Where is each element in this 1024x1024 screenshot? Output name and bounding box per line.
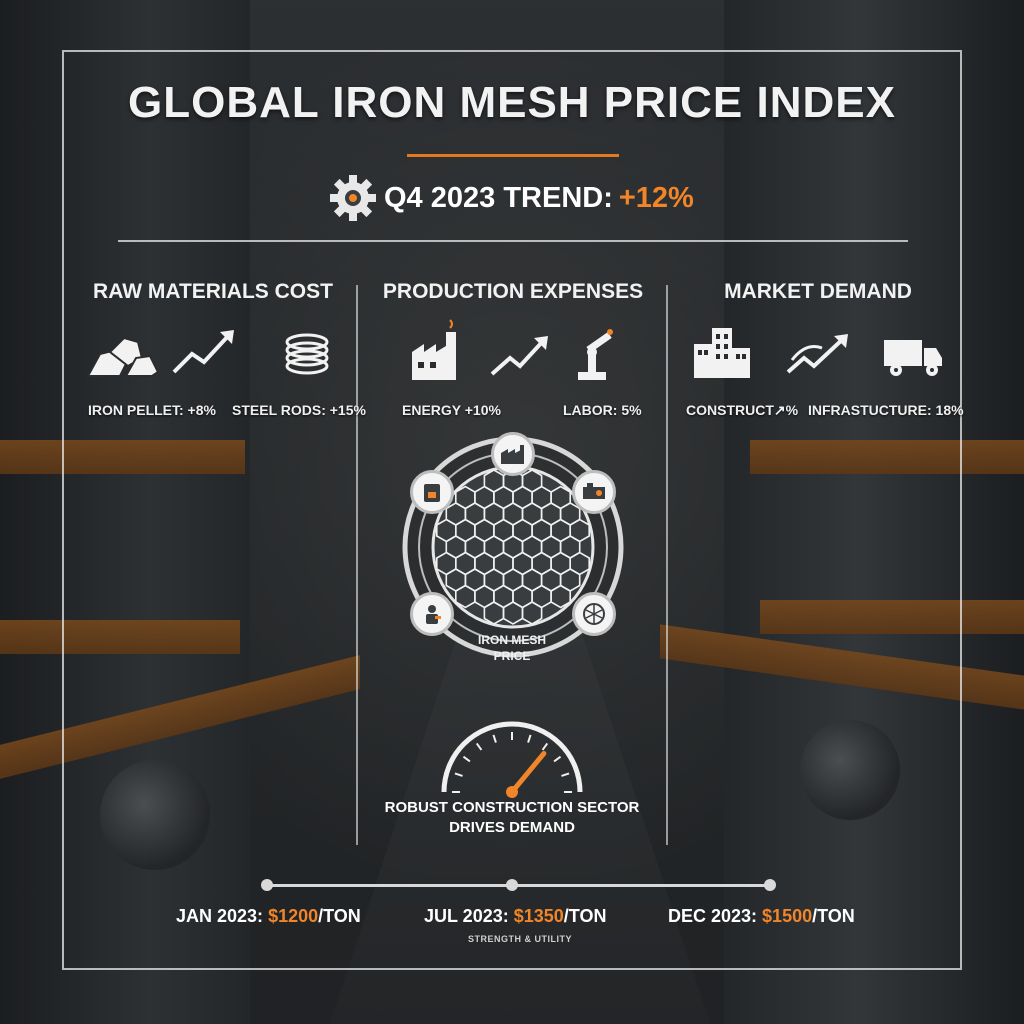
gauge-tick — [527, 734, 532, 743]
trend-value: +12% — [618, 181, 694, 214]
timeline-jan: JAN 2023: $1200/TON — [176, 906, 361, 927]
timeline-date: JAN 2023: — [176, 906, 269, 926]
construction-label: CONSTRUCT↗% — [686, 402, 799, 418]
timeline-jul: JUL 2023: $1350/TON — [424, 906, 606, 927]
furnace-icon — [410, 470, 454, 514]
trend-up-icon — [786, 330, 852, 378]
factory-icon — [491, 432, 535, 476]
timeline-price: $1350 — [513, 906, 564, 926]
energy-label: ENERGY +10% — [402, 402, 501, 418]
truck-icon — [882, 336, 944, 378]
gauge-tick — [561, 772, 570, 777]
steel-rods-label: STEEL RODS: +15% — [232, 402, 366, 418]
steel-coil-icon — [282, 332, 332, 378]
gear-icon — [328, 173, 378, 223]
gauge-tick — [541, 742, 549, 751]
roller — [800, 720, 900, 820]
iron-mesh-price-hub — [398, 432, 628, 662]
factory-icon — [410, 318, 462, 382]
timeline-unit: /TON — [563, 906, 607, 926]
timeline-unit: /TON — [318, 906, 361, 926]
section-divider — [118, 240, 908, 242]
worker-icon — [410, 592, 454, 636]
mesh-roll-icon — [572, 592, 616, 636]
gauge-tick — [492, 734, 497, 743]
trend-label: Q4 2023 TREND: — [384, 181, 613, 214]
gauge-tick — [553, 755, 562, 763]
timeline-price: $1500 — [762, 906, 813, 926]
trend-up-icon — [172, 326, 238, 376]
timeline-date: DEC 2023: — [668, 906, 763, 926]
gauge-tick — [462, 755, 471, 763]
mesh-cell — [521, 601, 543, 625]
timeline-subnote: STRENGTH & UTILITY — [468, 934, 572, 944]
raw-materials-title: RAW MATERIALS COST — [93, 280, 333, 303]
gauge-tick — [475, 742, 483, 751]
orange-stripe — [760, 600, 1024, 634]
timeline-dot — [764, 879, 776, 891]
timeline-dot — [261, 879, 273, 891]
machine-icon — [572, 470, 616, 514]
buildings-icon — [692, 324, 752, 380]
timeline-dot — [506, 879, 518, 891]
column-divider — [356, 285, 358, 845]
caption-line2: DRIVES DEMAND — [449, 819, 575, 836]
ore-icon — [86, 332, 160, 378]
orange-stripe — [750, 440, 1024, 474]
timeline-unit: /TON — [812, 906, 855, 926]
orange-stripe — [0, 440, 245, 474]
title-underline — [407, 154, 619, 157]
infrastructure-label: INFRASTUCTURE: 18% — [808, 402, 964, 418]
timeline-line — [266, 884, 770, 887]
speedometer-icon — [436, 708, 588, 798]
robot-arm-icon — [572, 324, 620, 382]
hub-label-line2: PRICE — [493, 649, 531, 663]
iron-pellet-label: IRON PELLET: +8% — [88, 402, 216, 418]
trend-up-icon — [490, 332, 552, 378]
page-title: GLOBAL IRON MESH PRICE INDEX — [128, 78, 896, 127]
gauge-tick — [454, 772, 463, 777]
caption-line1: ROBUST CONSTRUCTION SECTOR — [384, 799, 640, 816]
timeline-date: JUL 2023: — [424, 906, 514, 926]
press-machine-right — [724, 0, 1024, 1024]
hub-label: IRON MESH PRICE — [462, 632, 562, 664]
orange-stripe — [0, 620, 240, 654]
column-divider — [666, 285, 668, 845]
timeline-dec: DEC 2023: $1500/TON — [668, 906, 855, 927]
production-expenses-title: PRODUCTION EXPENSES — [382, 280, 644, 303]
timeline-price: $1200 — [268, 906, 319, 926]
content-frame — [62, 50, 962, 970]
labor-label: LABOR: 5% — [563, 402, 642, 418]
market-demand-title: MARKET DEMAND — [724, 280, 912, 303]
gauge-caption: ROBUST CONSTRUCTION SECTOR DRIVES DEMAND — [380, 798, 644, 838]
hub-label-line1: IRON MESH — [477, 633, 546, 647]
mesh-cell — [550, 584, 571, 609]
trend-banner: Q4 2023 TREND: +12% — [328, 168, 694, 228]
roller — [100, 760, 210, 870]
